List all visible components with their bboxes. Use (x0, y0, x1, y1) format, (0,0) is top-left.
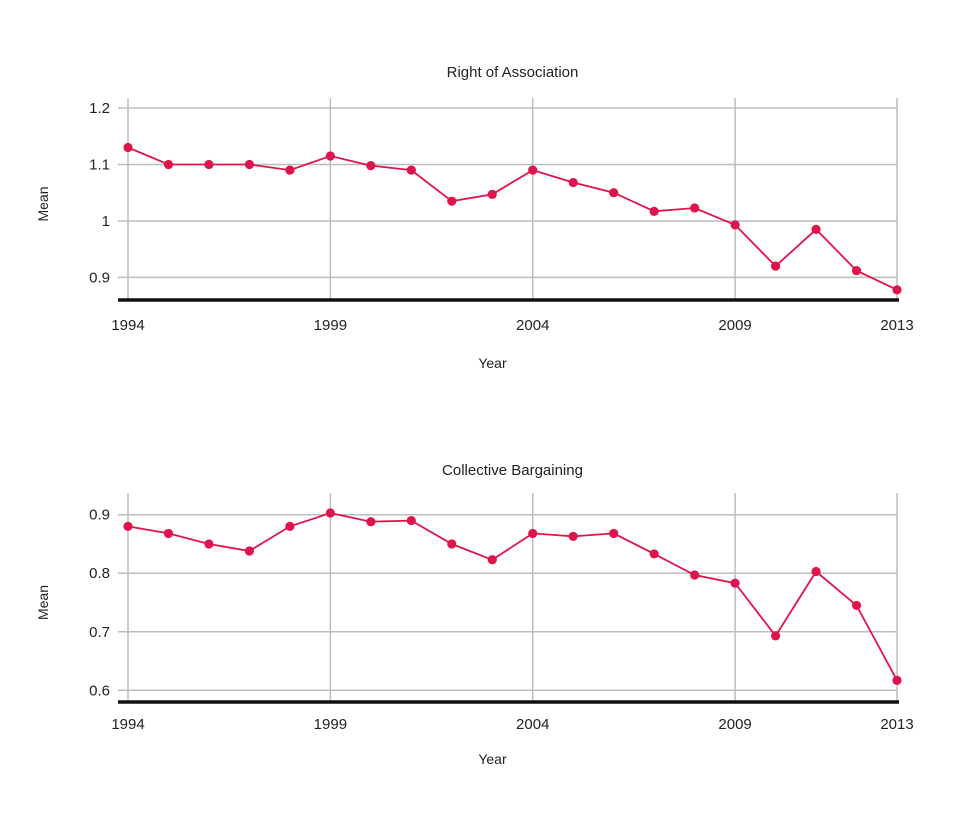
data-point (568, 531, 578, 541)
data-point (811, 224, 821, 235)
series-line (127, 512, 898, 681)
data-point (649, 206, 659, 216)
x-axis-label: Year (478, 751, 507, 767)
chart-title: Right of Association (447, 64, 579, 81)
y-tick-label: 0.6 (89, 682, 110, 699)
data-point (447, 196, 457, 206)
data-point (528, 165, 538, 175)
y-tick-label: 1.2 (89, 100, 110, 117)
data-point (366, 161, 376, 171)
data-point (609, 188, 619, 198)
data-point (730, 220, 740, 230)
y-tick-label: 0.9 (89, 269, 110, 286)
data-point (892, 285, 902, 295)
data-point (163, 159, 174, 170)
x-tick-label: 2009 (718, 317, 751, 334)
data-point (325, 151, 335, 161)
data-point (123, 521, 133, 532)
y-tick-label: 0.7 (89, 624, 110, 641)
data-point (325, 508, 335, 518)
x-tick-label: 2004 (516, 716, 549, 733)
data-point (204, 159, 214, 170)
chart-panel-1: Right of Association 0.9 1 1.1 1.2 1994 1999 20… (35, 64, 914, 371)
data-point (528, 528, 538, 539)
data-point (568, 177, 578, 188)
chart-panel-2: Collective Bargaining 0.6 0.7 0.8 0.9 1994 199… (35, 462, 914, 767)
y-tick-label: 0.8 (89, 565, 110, 582)
x-axis-label: Year (478, 355, 507, 371)
x-tick-label: 2013 (880, 317, 913, 334)
data-point (406, 515, 416, 526)
data-point (851, 600, 862, 611)
data-point (892, 675, 902, 685)
data-point (244, 546, 255, 556)
data-point (204, 539, 214, 549)
data-point (285, 521, 295, 532)
data-point (770, 261, 781, 271)
data-point (487, 189, 497, 199)
chart-title: Collective Bargaining (442, 462, 583, 479)
series-line (127, 146, 898, 291)
y-axis-label: Mean (35, 585, 51, 620)
y-tick-label: 1 (102, 213, 110, 230)
x-tick-label: 1994 (111, 317, 144, 334)
x-tick-label: 1994 (111, 716, 144, 733)
data-point (406, 165, 416, 175)
x-tick-label: 1999 (314, 317, 347, 334)
data-point (447, 539, 457, 549)
data-point (690, 570, 700, 580)
data-point (163, 528, 174, 539)
data-point (609, 528, 619, 539)
data-point (649, 549, 659, 559)
data-point (851, 266, 862, 276)
x-tick-label: 2004 (516, 317, 549, 334)
data-point (811, 566, 821, 577)
data-point (366, 517, 376, 527)
data-point (487, 555, 497, 565)
data-point (690, 203, 700, 213)
y-tick-label: 0.9 (89, 507, 110, 524)
data-point (244, 159, 255, 170)
y-tick-label: 1.1 (89, 156, 110, 173)
data-point (123, 142, 133, 153)
data-point (770, 631, 781, 641)
data-point (730, 578, 740, 588)
x-tick-label: 1999 (314, 716, 347, 733)
data-point (285, 165, 295, 175)
x-tick-label: 2009 (718, 716, 751, 733)
y-axis-label: Mean (35, 186, 51, 221)
x-tick-label: 2013 (880, 716, 913, 733)
